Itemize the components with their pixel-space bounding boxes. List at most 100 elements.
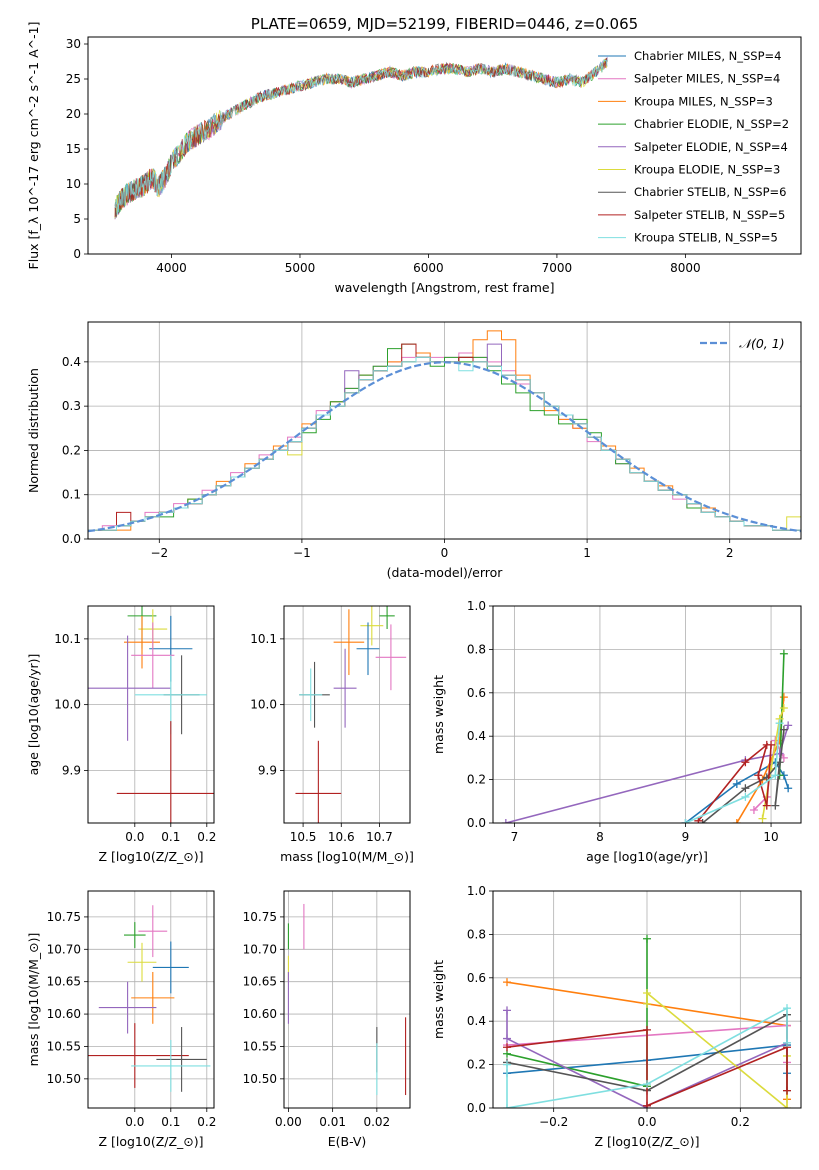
sfh-marker <box>771 771 780 780</box>
axes-frame <box>492 890 802 1109</box>
x-tick-label: 10.7 <box>366 830 393 844</box>
y-tick-label: 10.0 <box>54 698 81 712</box>
legend-label: Kroupa STELIB, N_SSP=5 <box>634 231 778 245</box>
legend-label: Salpeter STELIB, N_SSP=5 <box>634 208 785 222</box>
panel-spectrum: 4000 5000 6000 7000 8000 0 5 10 15 20 25 30 waveleng… <box>26 15 802 295</box>
sfh-line <box>506 938 648 1088</box>
errorbar-point <box>295 740 342 823</box>
x-tick-label: 7 <box>511 830 519 844</box>
x-tick-label: 9 <box>682 830 690 844</box>
errorbar-point <box>88 635 171 741</box>
y-tick-label: 0.4 <box>467 729 486 743</box>
sfh-marker <box>779 703 788 712</box>
sfh-marker <box>779 649 788 658</box>
sfh-marker <box>643 1025 651 1034</box>
plot-area <box>88 905 211 1092</box>
plot-area <box>503 934 791 1108</box>
sfh-marker <box>754 771 763 780</box>
y-tick-label: 10.75 <box>47 910 81 924</box>
plot-area <box>88 606 214 823</box>
y-tick-label: 30 <box>66 37 81 51</box>
panel-residuals: −2 −1 0 1 2 0.0 0.1 0.2 0.3 0.4 (data-model)/error… <box>26 321 802 580</box>
sfh-marker <box>783 1104 791 1108</box>
y-tick-label: 10.70 <box>243 942 277 956</box>
x-axis-label: Z [log10(Z/Z_⊙)] <box>98 849 203 864</box>
sfh-line <box>685 723 781 823</box>
axes-frame <box>283 605 411 824</box>
sfh-marker <box>741 792 750 801</box>
y-tick-label: 0.8 <box>467 927 486 941</box>
sfh-marker <box>681 819 690 823</box>
y-tick-label: 10.1 <box>250 632 277 646</box>
legend-label: Salpeter MILES, N_SSP=4 <box>634 72 780 86</box>
y-tick-label: 1.0 <box>467 599 486 613</box>
y-axis-label: mass [log10(M/M_⊙)] <box>26 933 41 1067</box>
errorbar-point <box>124 615 160 669</box>
y-tick-label: 0.2 <box>467 1058 486 1072</box>
sfh-marker <box>503 1006 511 1015</box>
y-tick-label: 20 <box>66 107 81 121</box>
y-tick-label: 5 <box>73 212 81 226</box>
y-tick-label: 25 <box>66 72 81 86</box>
x-tick-label: 0.2 <box>731 1115 750 1129</box>
y-tick-label: 0.4 <box>62 355 81 369</box>
sfh-marker <box>503 1104 511 1108</box>
y-tick-label: 0.8 <box>467 642 486 656</box>
panel-mass-vs-Z: 0.0 0.1 0.2 10.50 10.55 10.60 10.65 10.70 10.75 Z… <box>26 890 216 1149</box>
x-axis-label: Z [log10(Z/Z_⊙)] <box>594 1134 699 1149</box>
x-axis-label: wavelength [Angstrom, rest frame] <box>334 280 554 295</box>
y-tick-label: 10.55 <box>47 1039 81 1053</box>
panel-sfh-age: 7 8 9 10 0.0 0.2 0.4 0.6 0.8 1.0 age [log10(age/yr… <box>431 599 802 864</box>
sfh-marker <box>779 725 788 734</box>
sfh-marker <box>643 988 651 997</box>
plot-area <box>501 649 793 823</box>
panel-sfh-Z: −0.2 0.0 0.2 0.0 0.2 0.4 0.6 0.8 1.0 Z [log10(Z/Z… <box>431 884 802 1149</box>
y-tick-label: 0 <box>73 247 81 261</box>
sfh-marker <box>749 805 758 814</box>
sfh-marker <box>767 740 776 749</box>
sfh-line <box>702 729 785 823</box>
x-tick-label: 8000 <box>670 261 701 275</box>
errorbar-point <box>88 1023 189 1088</box>
y-tick-label: 9.9 <box>258 763 277 777</box>
y-tick-label: 10.50 <box>243 1072 277 1086</box>
y-axis-label: Normed distribution <box>26 368 41 493</box>
errorbar-point <box>131 971 175 1024</box>
y-tick-label: 10.50 <box>47 1072 81 1086</box>
sfh-marker <box>643 934 651 943</box>
axes-frame <box>87 605 215 824</box>
normal-curve <box>88 361 801 533</box>
x-tick-label: 2 <box>726 546 734 560</box>
x-axis-label: E(B-V) <box>328 1134 367 1149</box>
y-tick-label: 0.2 <box>467 773 486 787</box>
sfh-marker <box>784 784 793 793</box>
sfh-marker <box>643 999 651 1008</box>
y-axis-label: age [log10(age/yr)] <box>26 654 41 776</box>
sfh-marker <box>503 1034 511 1043</box>
x-tick-label: 0.1 <box>161 830 180 844</box>
errorbar-point <box>333 648 357 728</box>
plot-area <box>114 56 608 220</box>
y-tick-label: 0.0 <box>62 532 81 546</box>
plot-area <box>295 606 407 823</box>
sfh-marker <box>775 719 784 728</box>
sfh-marker <box>771 801 780 810</box>
y-tick-label: 10.75 <box>243 910 277 924</box>
sfh-line <box>697 742 772 822</box>
spectrum-line <box>114 59 608 215</box>
sfh-marker <box>503 1043 511 1052</box>
sfh-marker <box>741 784 750 793</box>
sfh-marker <box>784 721 793 730</box>
sfh-marker <box>732 779 741 788</box>
errorbar-point <box>138 905 168 958</box>
errorbar-point <box>356 622 380 676</box>
legend-label: Chabrier MILES, N_SSP=4 <box>634 49 781 63</box>
errorbar-point <box>333 609 365 676</box>
panel-age-vs-mass: 10.5 10.6 10.7 9.9 10.0 10.1 mass [log10(M/M_⊙… <box>250 605 414 864</box>
sfh-marker <box>643 1080 651 1089</box>
panel-mass-vs-EBV: 0.00 0.01 0.02 10.50 10.55 10.60 10.65 10.70 10.… <box>243 890 411 1149</box>
x-tick-label: 0.00 <box>275 1115 302 1129</box>
x-tick-label: 0.2 <box>197 1115 216 1129</box>
sfh-marker <box>503 978 511 987</box>
y-tick-label: 10.70 <box>47 942 81 956</box>
